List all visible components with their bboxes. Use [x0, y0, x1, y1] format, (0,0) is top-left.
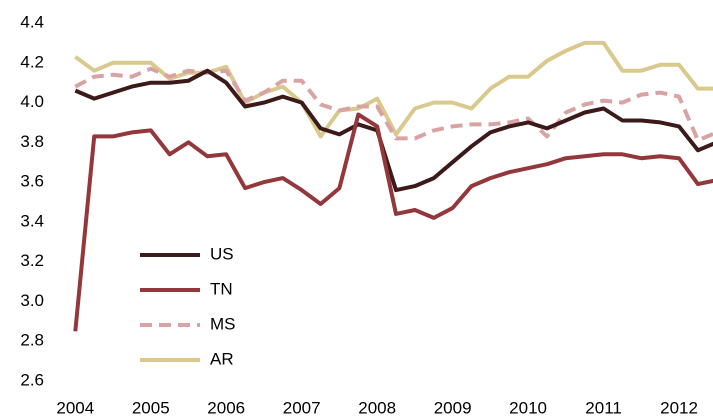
y-tick-label: 3.0: [20, 291, 44, 310]
x-tick-label: 2012: [660, 398, 698, 417]
x-tick-label: 2005: [132, 398, 170, 417]
legend-label: MS: [210, 314, 236, 333]
x-tick-label: 2010: [509, 398, 547, 417]
legend-label: TN: [210, 279, 233, 298]
y-tick-label: 4.2: [20, 52, 44, 71]
y-tick-label: 3.4: [20, 211, 44, 230]
x-tick-label: 2011: [585, 398, 622, 417]
y-tick-label: 3.2: [20, 251, 44, 270]
legend-label: AR: [210, 349, 234, 368]
y-tick-label: 3.8: [20, 132, 44, 151]
legend-label: US: [210, 244, 234, 263]
y-tick-label: 4.0: [20, 92, 44, 111]
x-tick-label: 2009: [434, 398, 472, 417]
y-tick-label: 2.6: [20, 370, 44, 389]
y-tick-label: 4.4: [20, 12, 44, 31]
series-line: [74, 66, 713, 143]
series-line: [74, 68, 713, 193]
x-tick-label: 2008: [358, 398, 396, 417]
y-tick-label: 2.8: [20, 331, 44, 350]
x-tick-label: 2007: [283, 398, 321, 417]
y-tick-label: 3.6: [20, 172, 44, 191]
x-tick-label: 2006: [207, 398, 245, 417]
series-line: [73, 112, 713, 332]
x-tick-label: 2004: [56, 398, 94, 417]
series-line: [74, 40, 713, 139]
